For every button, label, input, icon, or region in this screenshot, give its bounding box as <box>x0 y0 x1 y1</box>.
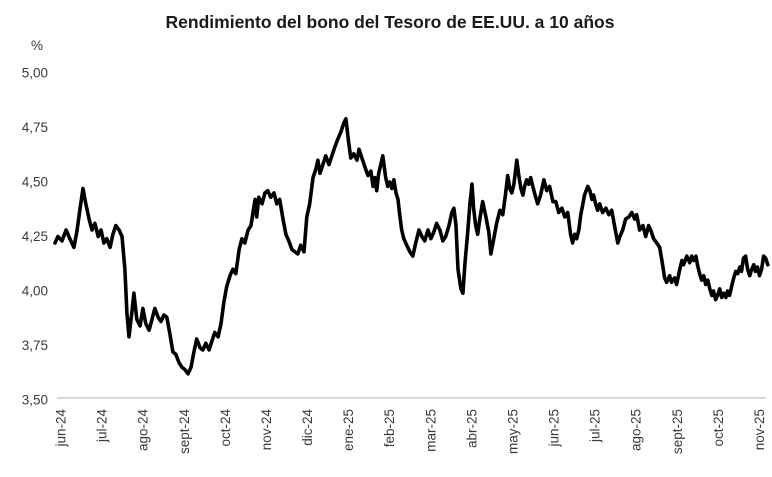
x-tick-label: ago-24 <box>136 409 151 452</box>
x-tick-label: feb-25 <box>382 409 397 447</box>
x-tick-label: jul-25 <box>588 409 603 443</box>
x-tick-label: sept-24 <box>177 409 192 455</box>
x-tick-label: ene-25 <box>341 409 356 451</box>
x-tick-label: abr-25 <box>464 409 479 448</box>
x-tick-label: jul-24 <box>95 409 110 444</box>
y-tick-label: 3,75 <box>22 338 48 353</box>
x-axis-tick-labels: jun-24 jul-24 ago-24 sept-24 oct-24 nov-24 dic… <box>54 409 767 455</box>
y-tick-label: 4,50 <box>22 175 48 190</box>
y-tick-label: 4,25 <box>22 229 48 244</box>
x-tick-label: oct-24 <box>218 409 233 447</box>
x-tick-label: dic-24 <box>300 409 315 446</box>
x-tick-label: sept-25 <box>670 409 685 454</box>
x-tick-label: mar-25 <box>423 409 438 452</box>
yield-line <box>53 117 770 376</box>
y-tick-label: 5,00 <box>22 66 48 81</box>
x-tick-label: ago-25 <box>629 409 644 451</box>
y-axis-tick-labels: 5,00 4,75 4,50 4,25 4,00 3,75 3,50 <box>22 66 48 408</box>
x-tick-label: oct-25 <box>711 409 726 447</box>
x-tick-label: nov-25 <box>752 409 767 450</box>
y-tick-label: 3,50 <box>22 393 48 408</box>
x-tick-label: nov-24 <box>259 409 274 451</box>
chart-title: Rendimiento del bono del Tesoro de EE.UU… <box>166 12 615 32</box>
x-tick-label: jun-24 <box>54 409 69 448</box>
y-axis-unit-label: % <box>31 38 43 53</box>
y-tick-label: 4,75 <box>22 120 48 135</box>
x-tick-label: jun-25 <box>547 409 562 448</box>
x-tick-label: may-25 <box>505 409 520 454</box>
y-tick-label: 4,00 <box>22 284 48 299</box>
